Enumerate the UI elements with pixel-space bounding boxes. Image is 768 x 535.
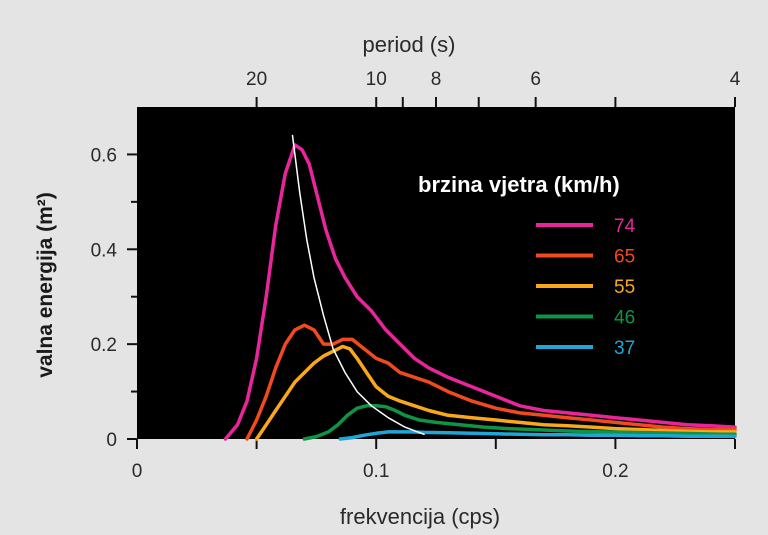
y-tick-label: 0: [106, 430, 117, 451]
legend-label-74: 74: [614, 216, 636, 237]
x-tick-label: 0.1: [363, 461, 389, 482]
top-tick-label: 4: [730, 69, 741, 90]
y-axis-label: valna energija (m²): [34, 192, 57, 378]
legend-title: brzina vjetra (km/h): [418, 172, 620, 197]
top-tick-label: 8: [431, 69, 442, 90]
x-tick-label: 0: [132, 461, 143, 482]
series-line-46: [302, 404, 737, 441]
series-line-37: [338, 430, 737, 441]
series-line-55: [254, 344, 737, 441]
top-axis-label: period (s): [363, 32, 456, 57]
y-tick-label: 0.4: [91, 240, 118, 261]
reference-curve: [291, 134, 425, 436]
top-tick-label: 10: [366, 69, 387, 90]
series-line-74: [223, 143, 737, 441]
top-axis-ticks: 20 10 8 6 4: [246, 69, 741, 107]
series-line-65: [245, 323, 737, 441]
legend-label-55: 55: [614, 277, 635, 298]
plot-area: [137, 107, 735, 439]
x-axis-label: frekvencija (cps): [340, 504, 500, 529]
legend: brzina vjetra (km/h) 74 65 55 46 37: [418, 172, 636, 359]
top-tick-label: 20: [246, 69, 267, 90]
legend-label-46: 46: [614, 308, 635, 329]
x-tick-label: 0.2: [602, 461, 628, 482]
y-tick-label: 0.2: [91, 335, 117, 356]
x-axis-ticks: 0 0.1 0.2: [132, 439, 736, 482]
series-layer: [223, 134, 737, 441]
y-tick-label: 0.6: [91, 145, 117, 166]
legend-label-37: 37: [614, 338, 635, 359]
y-axis-ticks: 0 0.2 0.4 0.6: [91, 145, 137, 451]
legend-label-65: 65: [614, 247, 635, 268]
top-tick-label: 6: [530, 69, 541, 90]
